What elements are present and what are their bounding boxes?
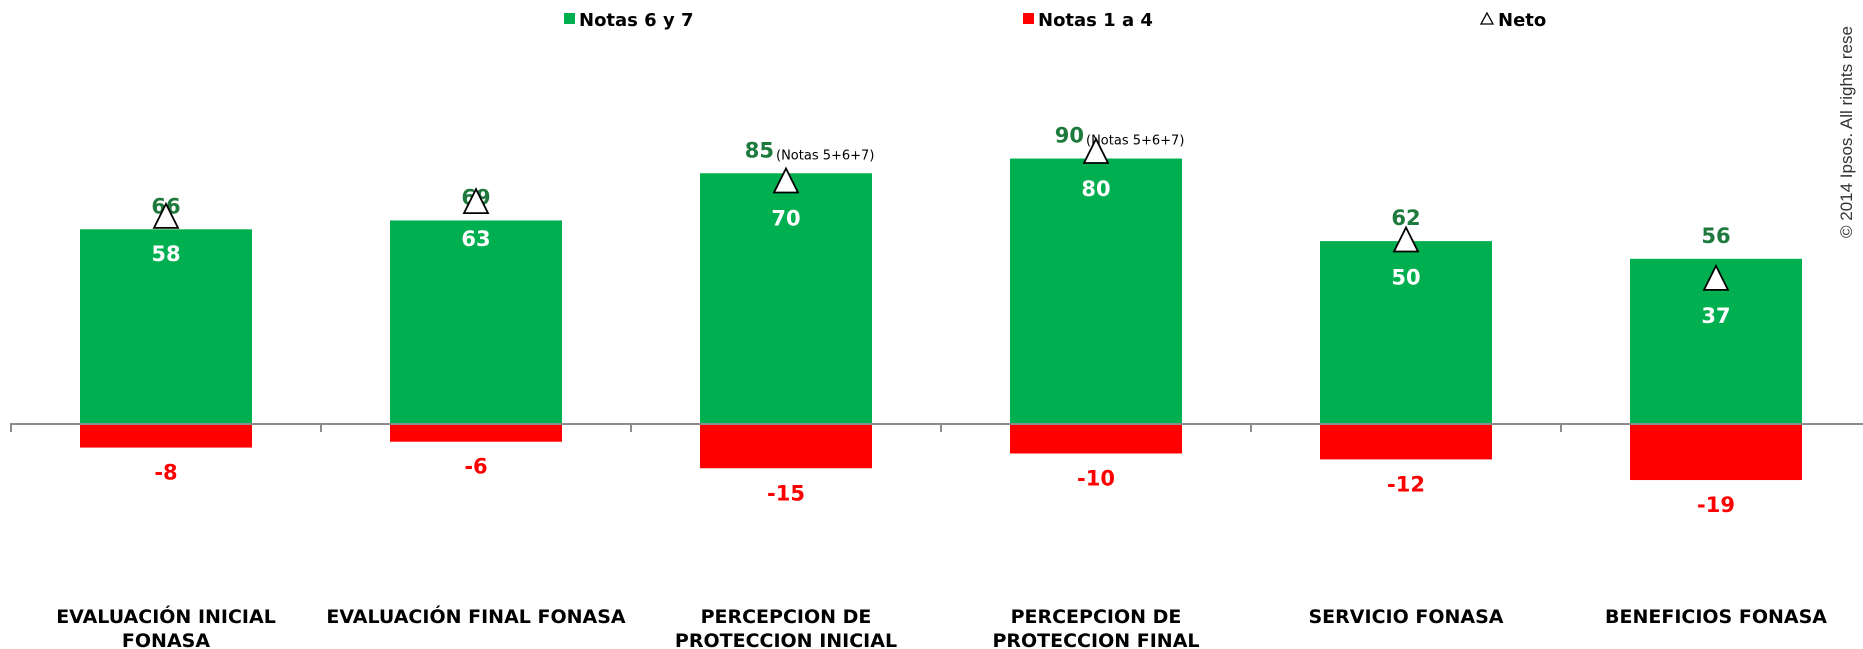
value-label-negative: -6 (464, 455, 487, 479)
bar-positive (700, 173, 872, 424)
bar-positive (80, 229, 252, 424)
category-label: SERVICIO FONASA (1309, 606, 1504, 628)
legend-swatch-notas-6-y-7 (564, 13, 575, 24)
bar-negative (1320, 424, 1492, 460)
category-label: PERCEPCION DE (1011, 606, 1182, 628)
value-label-negative: -19 (1697, 493, 1735, 517)
value-label-negative: -12 (1387, 472, 1425, 496)
bar-negative (700, 424, 872, 469)
bar-negative (80, 424, 252, 448)
annotation-label: (Notas 5+6+7) (776, 148, 874, 163)
legend-label-neto: Neto (1498, 10, 1546, 31)
category-label: PROTECCION FINAL (992, 630, 1199, 649)
value-label-net: 80 (1081, 177, 1110, 201)
value-label-net: 70 (771, 207, 800, 231)
category-label: BENEFICIOS FONASA (1605, 606, 1827, 628)
value-label-net: 63 (461, 227, 490, 251)
bar-positive (1320, 241, 1492, 424)
bar-negative (1630, 424, 1802, 481)
category-label: EVALUACIÓN INICIAL (56, 604, 276, 628)
value-label-negative: -8 (154, 461, 177, 485)
value-label-net: 50 (1391, 266, 1420, 290)
bar-negative (1010, 424, 1182, 454)
legend-label-notas-1-a-4: Notas 1 a 4 (1038, 10, 1153, 31)
bar-positive (1010, 158, 1182, 424)
category-label: EVALUACIÓN FINAL FONASA (326, 604, 626, 628)
value-label-negative: -10 (1077, 467, 1115, 491)
copyright-text: © 2014 Ipsos. All rights rese (1837, 26, 1856, 238)
annotation-label: (Notas 5+6+7) (1086, 134, 1184, 149)
value-label-negative: -15 (767, 481, 805, 505)
value-label-positive: 90 (1055, 124, 1084, 148)
net-triangle-marker (1392, 225, 1420, 253)
legend: Notas 6 y 7 Notas 1 a 4 Neto (564, 10, 1546, 31)
net-triangle-marker (152, 201, 180, 229)
category-label: FONASA (122, 630, 210, 649)
net-triangle-marker (462, 187, 490, 215)
net-triangle-marker (1702, 263, 1730, 291)
value-label-net: 37 (1701, 304, 1730, 328)
bar-positive (390, 220, 562, 424)
net-triangle-marker (1082, 136, 1110, 164)
legend-label-notas-6-y-7: Notas 6 y 7 (579, 10, 693, 31)
value-label-positive: 56 (1701, 224, 1730, 248)
net-triangle-marker (772, 166, 800, 194)
bar-negative (390, 424, 562, 442)
legend-triangle-icon (1479, 11, 1495, 25)
value-label-net: 58 (151, 242, 180, 266)
value-label-positive: 85 (745, 138, 774, 162)
category-label: PROTECCION INICIAL (675, 630, 897, 649)
category-label: PERCEPCION DE (701, 606, 872, 628)
legend-swatch-notas-1-a-4 (1023, 13, 1034, 24)
